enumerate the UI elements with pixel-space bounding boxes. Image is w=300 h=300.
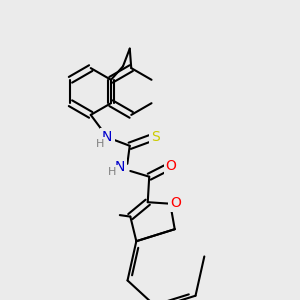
Text: S: S <box>151 130 160 144</box>
Text: N: N <box>115 160 125 174</box>
Text: H: H <box>95 139 104 149</box>
Text: O: O <box>170 196 181 210</box>
Text: O: O <box>166 159 177 173</box>
Text: N: N <box>102 130 112 144</box>
Text: H: H <box>108 167 116 177</box>
